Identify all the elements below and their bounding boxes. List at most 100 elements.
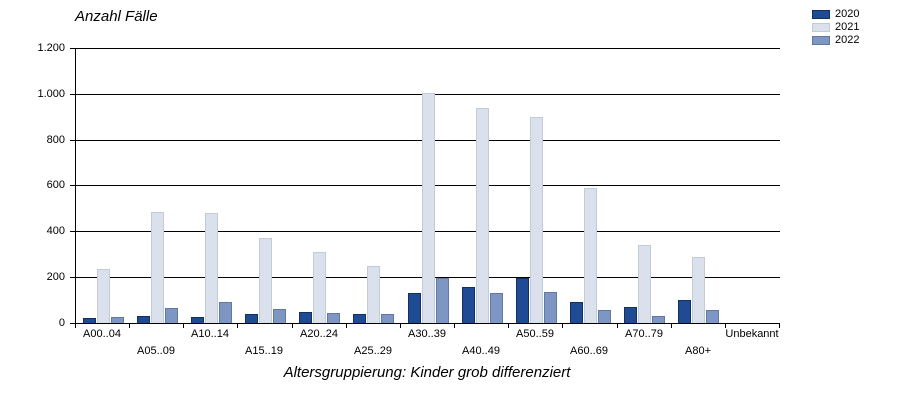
bar-2021-A60..69 xyxy=(583,188,597,323)
legend-item-2021: 2021 xyxy=(812,21,859,33)
bar-2020-A25..29 xyxy=(353,314,367,323)
bar-2022-A15..19 xyxy=(273,309,287,323)
y-tick-mark xyxy=(70,48,75,49)
bar-2020-A20..24 xyxy=(299,312,313,323)
x-tick-mark xyxy=(671,324,672,328)
y-tick-label-800: 800 xyxy=(46,134,65,146)
bar-2022-A60..69 xyxy=(597,310,611,323)
y-tick-mark xyxy=(70,323,75,324)
y-tick-label-1000: 1.000 xyxy=(37,88,65,100)
bar-2022-A10..14 xyxy=(218,302,232,323)
bar-2021-A30..39 xyxy=(421,93,435,323)
bar-2021-A15..19 xyxy=(259,238,273,323)
y-tick-mark xyxy=(70,231,75,232)
x-tick-mark xyxy=(237,324,238,328)
bar-2021-A25..29 xyxy=(367,266,381,323)
x-tick-label-A05..09: A05..09 xyxy=(137,345,175,357)
bar-2021-A20..24 xyxy=(313,252,327,323)
x-tick-label-A50..59: A50..59 xyxy=(516,328,554,340)
bar-2022-A00..04 xyxy=(110,317,124,323)
plot-area xyxy=(75,48,780,324)
x-tick-mark xyxy=(346,324,347,328)
legend-swatch-2020 xyxy=(812,9,830,19)
x-tick-mark xyxy=(129,324,130,328)
x-tick-mark xyxy=(508,324,509,328)
bar-2020-A10..14 xyxy=(190,317,204,323)
bar-2021-A80+ xyxy=(692,257,706,323)
x-tick-label-A25..29: A25..29 xyxy=(354,345,392,357)
x-tick-label-Unbekannt: Unbekannt xyxy=(725,328,779,340)
x-tick-label-A15..19: A15..19 xyxy=(245,345,283,357)
x-tick-label-A30..39: A30..39 xyxy=(408,328,446,340)
x-tick-mark xyxy=(454,324,455,328)
bar-2021-A00..04 xyxy=(96,269,110,323)
bar-2020-A15..19 xyxy=(245,314,259,323)
bar-group-A50..59 xyxy=(509,48,563,323)
bar-group-A60..69 xyxy=(563,48,617,323)
bar-group-A25..29 xyxy=(347,48,401,323)
y-tick-mark xyxy=(70,140,75,141)
y-tick-label-1200: 1.200 xyxy=(37,42,65,54)
bar-2021-A50..59 xyxy=(529,117,543,323)
x-tick-label-A20..24: A20..24 xyxy=(300,328,338,340)
x-tick-mark xyxy=(400,324,401,328)
bar-2021-A40..49 xyxy=(475,108,489,323)
legend-swatch-2021 xyxy=(812,22,830,32)
bar-group-A20..24 xyxy=(293,48,347,323)
y-tick-mark xyxy=(70,94,75,95)
x-tick-label-A40..49: A40..49 xyxy=(462,345,500,357)
bar-group-A40..49 xyxy=(455,48,509,323)
y-tick-label-600: 600 xyxy=(46,179,65,191)
bar-2022-A40..49 xyxy=(489,293,503,323)
bar-2022-A50..59 xyxy=(543,292,557,323)
bar-2022-A05..09 xyxy=(164,308,178,323)
x-tick-mark xyxy=(292,324,293,328)
bar-2020-A00..04 xyxy=(82,318,96,323)
bar-group-A10..14 xyxy=(184,48,238,323)
legend-item-2020: 2020 xyxy=(812,8,859,20)
bar-2022-A20..24 xyxy=(327,313,341,323)
y-tick-label-0: 0 xyxy=(58,317,65,329)
bar-2020-A40..49 xyxy=(461,287,475,323)
bar-2020-A05..09 xyxy=(136,316,150,323)
bar-2022-A30..39 xyxy=(435,278,449,323)
legend-label-2020: 2020 xyxy=(835,8,860,20)
bar-2021-A10..14 xyxy=(204,213,218,323)
y-axis-labels: 1.200 1.000 800 600 400 200 0 xyxy=(0,42,75,329)
x-tick-label-A10..14: A10..14 xyxy=(191,328,229,340)
bar-group-A05..09 xyxy=(130,48,184,323)
legend-item-2022: 2022 xyxy=(812,34,859,46)
bar-2021-A70..79 xyxy=(638,245,652,323)
x-tick-mark xyxy=(617,324,618,328)
legend-swatch-2022 xyxy=(812,35,830,45)
y-tick-mark xyxy=(70,277,75,278)
bar-2020-A30..39 xyxy=(407,293,421,323)
x-tick-label-A60..69: A60..69 xyxy=(570,345,608,357)
x-tick-mark xyxy=(779,324,780,328)
bar-2020-A80+ xyxy=(678,300,692,323)
bar-group-A15..19 xyxy=(238,48,292,323)
bar-2021-A05..09 xyxy=(150,212,164,323)
x-tick-label-A70..79: A70..79 xyxy=(625,328,663,340)
x-tick-mark xyxy=(183,324,184,328)
legend: 2020 2021 2022 xyxy=(812,8,859,47)
legend-label-2021: 2021 xyxy=(835,21,860,33)
y-tick-label-200: 200 xyxy=(46,271,65,283)
legend-label-2022: 2022 xyxy=(835,34,860,46)
x-tick-label-A80+: A80+ xyxy=(685,345,711,357)
bar-2022-A70..79 xyxy=(652,316,666,323)
bar-2022-A25..29 xyxy=(381,314,395,323)
bar-group-A80+ xyxy=(672,48,726,323)
gridline-1200 xyxy=(76,48,780,49)
x-tick-label-A00..04: A00..04 xyxy=(83,328,121,340)
bar-group-A70..79 xyxy=(618,48,672,323)
x-tick-mark xyxy=(75,324,76,328)
y-tick-mark xyxy=(70,185,75,186)
bar-group-A00..04 xyxy=(76,48,130,323)
x-tick-mark xyxy=(725,324,726,328)
y-tick-label-400: 400 xyxy=(46,225,65,237)
x-tick-mark xyxy=(562,324,563,328)
bar-2022-A80+ xyxy=(706,310,720,323)
bar-2020-A50..59 xyxy=(515,278,529,323)
